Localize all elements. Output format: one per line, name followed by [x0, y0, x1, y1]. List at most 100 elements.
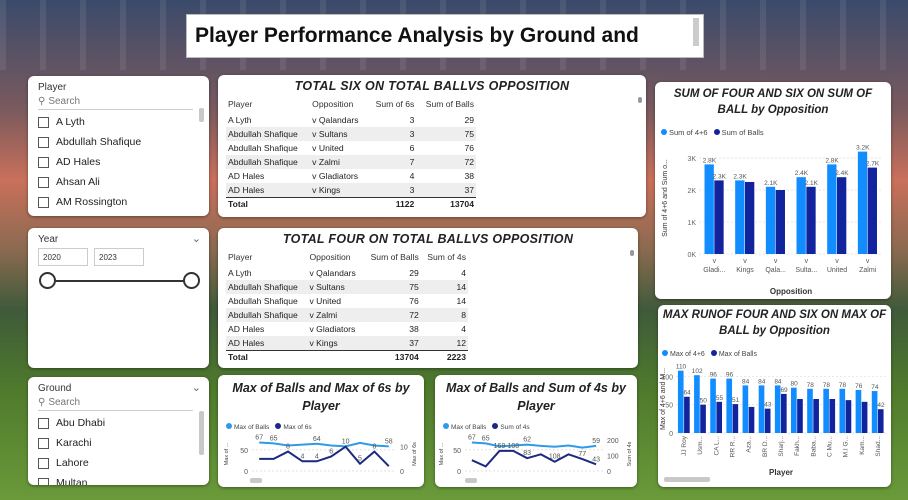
data-label: 2.8K	[703, 157, 717, 164]
data-label: 96	[726, 372, 734, 379]
year-slider-start-handle[interactable]	[39, 272, 56, 289]
chart4-svg: 0 50 0 100 200 Max of ... Sum of 4s 67 65 62 59 169…	[439, 435, 633, 476]
chart3-scrollbar[interactable]	[250, 478, 262, 483]
column-header[interactable]: Sum of Balls	[370, 252, 419, 262]
column-header[interactable]: Player	[228, 99, 253, 109]
bar	[867, 167, 877, 254]
chart2-scrollbar[interactable]	[664, 477, 710, 482]
data-label: 6	[329, 448, 333, 455]
year-to-input[interactable]: 2023	[94, 248, 144, 266]
player-item[interactable]: AM Rossington	[38, 192, 141, 212]
chevron-down-icon[interactable]: ⌄	[191, 382, 201, 394]
checkbox[interactable]	[38, 116, 49, 128]
year-slider-end-handle[interactable]	[183, 272, 200, 289]
column-header[interactable]: Player	[228, 252, 253, 262]
table-cell: 14	[456, 296, 466, 306]
data-label: 108	[549, 454, 561, 461]
table-row[interactable]: Abdullah Shafique v Sultans 3 75	[226, 127, 476, 141]
chart4-scrollbar[interactable]	[465, 478, 477, 483]
table-row[interactable]: A Lyth v Qalandars 3 29	[226, 113, 476, 127]
x-tick-label: v	[743, 258, 747, 265]
table-cell: 3	[409, 115, 415, 125]
table-row[interactable]: Abdullah Shafique v United 6 76	[226, 141, 476, 155]
table-row[interactable]: Abdullah Shafique v Zalmi 72 8	[226, 308, 468, 322]
ground-item-label: Karachi	[56, 437, 92, 449]
bar	[742, 385, 749, 433]
player-search[interactable]: ⚲ Search	[38, 96, 80, 107]
total-cell	[310, 196, 368, 211]
data-label: 67	[255, 435, 263, 442]
x-tick-label: Sulta...	[795, 267, 817, 274]
title-scrollbar[interactable]	[693, 18, 699, 46]
chart2-legend: Max of 4+6 Max of Balls	[662, 350, 757, 358]
table-row[interactable]: AD Hales v Kings 3 37	[226, 183, 476, 197]
checkbox[interactable]	[38, 437, 49, 449]
player-item[interactable]: Ahsan Ali	[38, 172, 141, 192]
bar	[710, 378, 716, 433]
ground-search-input[interactable]: Search	[48, 397, 81, 408]
bar	[823, 388, 829, 433]
ground-item[interactable]: Multan	[38, 473, 105, 485]
player-search-input[interactable]: Search	[48, 96, 81, 107]
ground-search[interactable]: ⚲ Search	[38, 397, 80, 408]
checkbox[interactable]	[38, 477, 49, 485]
ground-list: Abu Dhabi Karachi Lahore Multan	[38, 413, 105, 485]
legend-item: Sum of 4+6	[661, 128, 708, 137]
player-item[interactable]: Abdullah Shafique	[38, 132, 141, 152]
checkbox[interactable]	[38, 156, 49, 168]
player-item[interactable]: AD Hales	[38, 152, 141, 172]
data-label: 108	[507, 443, 519, 450]
table-row[interactable]: AD Hales v Gladiators 38 4	[226, 322, 468, 336]
table-row[interactable]: AD Hales v Kings 37 12	[226, 336, 468, 350]
column-header[interactable]: Sum of 6s	[375, 99, 415, 109]
data-label: 2.1K	[764, 180, 778, 187]
checkbox[interactable]	[38, 457, 49, 469]
x-tick-label: M.I G...	[843, 436, 850, 458]
checkbox[interactable]	[38, 196, 49, 208]
ground-list-scrollbar[interactable]	[199, 411, 204, 455]
x-tick-label: Baba...	[810, 436, 817, 457]
checkbox[interactable]	[38, 136, 49, 148]
player-list-scrollbar[interactable]	[199, 108, 204, 122]
column-header[interactable]: Sum of 4s	[427, 252, 466, 262]
search-icon: ⚲	[38, 96, 46, 107]
table-row[interactable]: AD Hales v Gladiators 4 38	[226, 169, 476, 183]
x-tick-label: RR R...	[730, 436, 737, 458]
four-table-scrollbar[interactable]	[630, 250, 634, 256]
x-tick-label: Shad...	[875, 436, 882, 457]
table-cell: 3	[367, 127, 417, 141]
column-header[interactable]: Sum of Balls	[425, 99, 474, 109]
y-tick-label: 50	[665, 403, 673, 410]
y-right-axis-label: Max of 6s	[412, 442, 418, 466]
checkbox[interactable]	[38, 417, 49, 429]
checkbox[interactable]	[38, 176, 49, 188]
table-row[interactable]: A Lyth v Qalandars 29 4	[226, 266, 468, 280]
year-slicer: Year ⌄ 2020 2023	[28, 228, 209, 368]
bar	[745, 182, 755, 254]
table-cell: 4	[461, 268, 466, 278]
ground-item[interactable]: Abu Dhabi	[38, 413, 105, 433]
six-table-scrollbar[interactable]	[638, 97, 642, 103]
bar	[765, 186, 776, 254]
table-cell: Abdullah Shafique	[226, 280, 308, 294]
table-cell: 37	[363, 336, 421, 350]
ground-item[interactable]: Lahore	[38, 453, 105, 473]
chevron-down-icon[interactable]: ⌄	[191, 233, 201, 245]
bar	[829, 399, 836, 433]
ground-item[interactable]: Karachi	[38, 433, 105, 453]
bar	[781, 393, 787, 433]
column-header[interactable]: Opposition	[312, 99, 354, 109]
table-row[interactable]: Abdullah Shafique v Sultans 75 14	[226, 280, 468, 294]
chart3-title: Max of Balls and Max of 6s by Player	[232, 381, 410, 413]
series-line	[471, 449, 597, 468]
player-item-label: AD Hales	[56, 156, 101, 168]
table-row[interactable]: Abdullah Shafique v United 76 14	[226, 294, 468, 308]
year-from-input[interactable]: 2020	[38, 248, 88, 266]
table-row[interactable]: Abdullah Shafique v Zalmi 7 72	[226, 155, 476, 169]
x-tick-label: v	[774, 258, 778, 265]
table-cell: AD Hales	[228, 324, 265, 334]
table-cell: 3	[367, 183, 417, 197]
column-header[interactable]: Opposition	[309, 252, 351, 262]
player-item[interactable]: A Lyth	[38, 112, 141, 132]
